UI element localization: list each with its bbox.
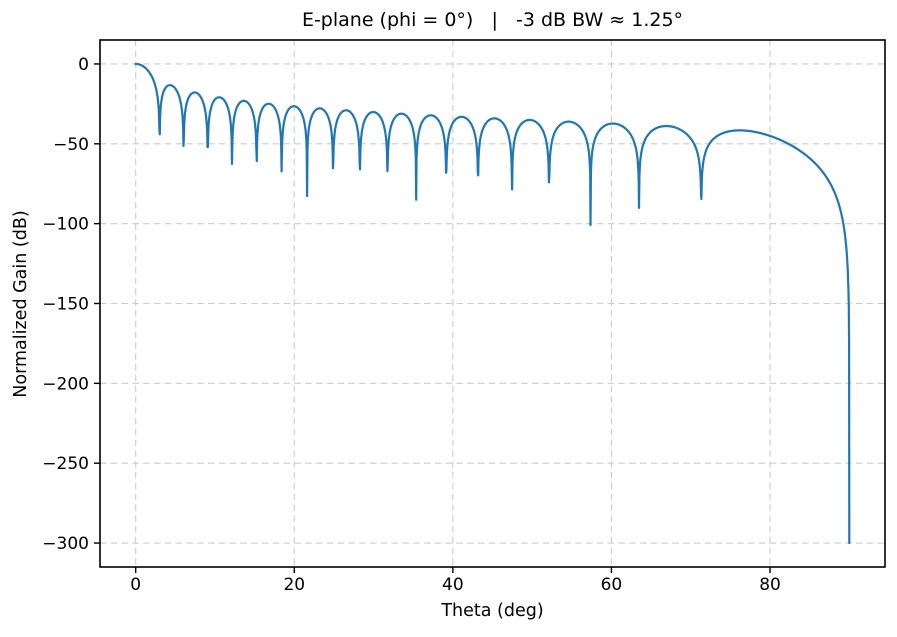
- x-axis-title: Theta (deg): [441, 601, 544, 621]
- x-tick-label: 20: [283, 575, 305, 595]
- x-tick-label: 0: [130, 575, 141, 595]
- y-tick-label: −100: [42, 215, 89, 235]
- y-tick-label: −200: [42, 374, 89, 394]
- y-tick-label: −250: [42, 454, 89, 474]
- y-tick-label: −150: [42, 295, 89, 315]
- gain-curve-line: [134, 62, 851, 545]
- x-tick-label: 80: [759, 575, 781, 595]
- x-tick-label: 60: [601, 575, 623, 595]
- y-tick-label: 0: [78, 55, 89, 75]
- y-axis-title: Normalized Gain (dB): [11, 210, 31, 398]
- x-tick-label: 40: [442, 575, 464, 595]
- y-tick-label: −50: [53, 135, 89, 155]
- chart-title: E-plane (phi = 0°) | -3 dB BW ≈ 1.25°: [301, 9, 684, 31]
- y-tick-label: −300: [42, 534, 89, 554]
